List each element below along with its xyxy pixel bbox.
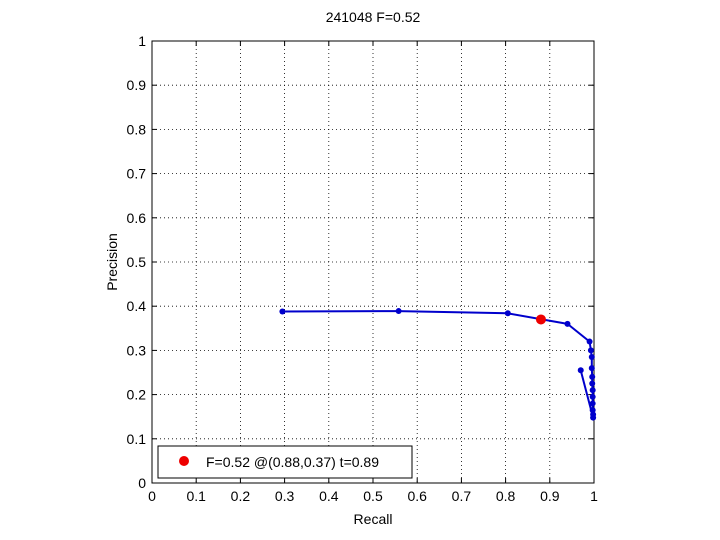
pr-curve-point (588, 354, 595, 361)
x-axis-label: Recall (354, 511, 393, 527)
x-tick-label: 0.3 (275, 488, 295, 504)
pr-curve-point (586, 338, 593, 345)
legend-marker (179, 456, 189, 466)
x-tick-label: 0.2 (231, 488, 251, 504)
pr-curve-point (589, 373, 596, 380)
x-tick-label: 0.5 (363, 488, 383, 504)
chart-title: 241048 F=0.52 (326, 9, 421, 25)
pr-curve-point (564, 320, 571, 327)
x-tick-label: 0 (148, 488, 156, 504)
best-f-point (535, 314, 546, 325)
plot-area (279, 308, 597, 421)
legend-label: F=0.52 @(0.88,0.37) t=0.89 (206, 454, 379, 470)
pr-curve-point (589, 400, 596, 407)
pr-curve-point (279, 308, 286, 315)
pr-curve-point (588, 365, 595, 372)
x-tick-label: 0.6 (407, 488, 427, 504)
grid (152, 41, 594, 483)
x-tick-label: 0.8 (496, 488, 516, 504)
y-tick-label: 0.6 (127, 210, 147, 226)
pr-curve-point (577, 367, 584, 374)
y-axis-label: Precision (104, 233, 120, 291)
y-tick-label: 0.4 (127, 298, 147, 314)
y-tick-label: 0.8 (127, 121, 147, 137)
x-tick-label: 0.9 (540, 488, 560, 504)
x-tick-label: 0.4 (319, 488, 339, 504)
pr-curve-point (590, 414, 597, 421)
pr-curve-point (504, 310, 511, 317)
x-tick-label: 1 (590, 488, 598, 504)
y-tick-label: 0.2 (127, 387, 147, 403)
y-tick-label: 0 (138, 475, 146, 491)
y-tick-label: 0.9 (127, 77, 147, 93)
y-tick-label: 1 (138, 33, 146, 49)
legend-box (157, 445, 413, 479)
x-tick-label: 0.1 (186, 488, 206, 504)
y-tick-label: 0.7 (127, 166, 147, 182)
y-tick-label: 0.1 (127, 431, 147, 447)
legend: F=0.52 @(0.88,0.37) t=0.89 (157, 445, 413, 479)
pr-curve-point (589, 407, 596, 414)
x-tick-label: 0.7 (452, 488, 472, 504)
pr-curve-point (589, 393, 596, 400)
pr-curve-point (589, 380, 596, 387)
y-tick-label: 0.3 (127, 342, 147, 358)
pr-curve-point (395, 308, 402, 315)
ticks: 0 0.1 0.2 0.3 0.4 0.5 0.6 0.7 0.8 0.9 1 0 0.1 0.2 0.3 0… (127, 33, 599, 504)
y-tick-label: 0.5 (127, 254, 147, 270)
pr-curve-point (587, 347, 594, 354)
pr-curve-point (589, 387, 596, 394)
